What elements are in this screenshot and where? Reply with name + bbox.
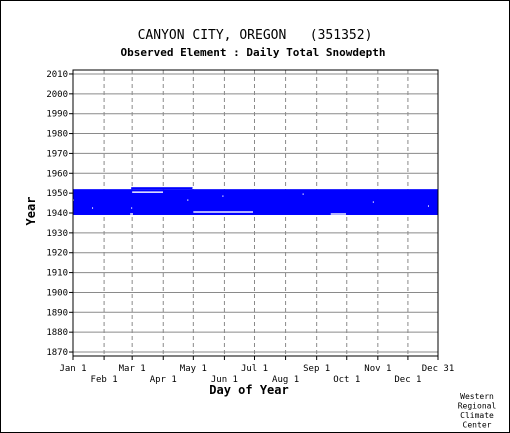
x-tick-label: Jun 1 [211,375,238,385]
x-tick-label: Dec 1 [394,375,421,385]
missing-data-gap [254,187,323,189]
missing-data-gap [124,187,128,189]
missing-data-gap [432,187,436,189]
missing-data-gap [114,187,117,189]
y-tick-label: 1990 [46,110,68,120]
missing-data-gap [324,187,403,189]
missing-data-gap [193,211,253,213]
x-tick-label: Oct 1 [333,375,360,385]
x-tick-label: Nov 1 [364,364,391,374]
x-tick-label: Jul 1 [241,364,268,374]
y-tick-label: 1960 [46,169,68,179]
y-tick-label: 1970 [46,149,68,159]
missing-data-gap [81,187,85,189]
y-tick-label: 1930 [46,229,68,239]
data-record-layer [73,187,438,215]
missing-data-gap [192,187,253,189]
y-tick-label: 1920 [46,249,68,259]
x-tick-label: Sep 1 [303,364,330,374]
y-tick-label: 1940 [46,209,68,219]
x-tick-label: Dec 31 [422,364,455,374]
y-tick-label: 1880 [46,328,68,338]
missing-data-gap [95,187,99,189]
missing-data-gap [426,187,431,189]
missing-data-gap [109,187,113,189]
y-tick-label: 1870 [46,348,68,358]
y-tick-label: 1980 [46,130,68,140]
chart-title: CANYON CITY, OREGON (351352) [138,28,373,43]
observed-record-span [73,189,438,215]
y-tick-label: 1950 [46,189,68,199]
y-axis-ticks: 1870 1880 1890 1900 1910 1920 1930 1940 1950 1960… [46,70,73,358]
missing-data-gap [86,187,89,189]
credit-line: Center [463,421,492,430]
x-tick-label: Jan 1 [59,364,86,374]
y-tick-label: 1910 [46,269,68,279]
missing-data-gap [73,187,75,189]
y-tick-label: 1900 [46,288,68,298]
missing-data-gap [404,187,425,189]
chart-subtitle: Observed Element : Daily Total Snowdepth [121,46,386,59]
missing-data-gap [119,187,123,189]
missing-data-gap [132,191,163,193]
missing-data-gap [100,187,103,189]
x-tick-label: Aug 1 [272,375,299,385]
missing-data-gap [330,213,346,215]
missing-data-gap [187,199,189,201]
credit-line: Regional [458,402,497,411]
missing-data-gap [427,205,429,207]
missing-data-gap [76,187,80,189]
x-tick-label: Feb 1 [91,375,118,385]
missing-data-gap [302,193,304,195]
observed-record-span [131,187,193,190]
missing-data-gap [92,207,94,209]
credit-line: Climate [460,411,494,420]
missing-data-gap [130,213,133,215]
x-tick-label: Apr 1 [150,375,177,385]
y-tick-label: 1890 [46,308,68,318]
missing-data-gap [131,207,133,209]
x-axis-ticks: Jan 1 Mar 1 May 1 Jul 1 Sep 1 Nov 1 Dec 31 Feb … [59,356,454,385]
missing-data-gap [222,195,224,197]
missing-data-gap [372,201,374,203]
missing-data-gap [104,187,108,189]
y-axis-label: Year [24,197,38,226]
x-tick-label: Mar 1 [119,364,146,374]
y-tick-label: 2010 [46,70,68,80]
missing-data-gap [90,187,93,189]
y-tick-label: 2000 [46,90,68,100]
credit-line: Western [460,392,494,401]
x-axis-label: Day of Year [209,383,288,397]
x-tick-label: May 1 [180,364,207,374]
